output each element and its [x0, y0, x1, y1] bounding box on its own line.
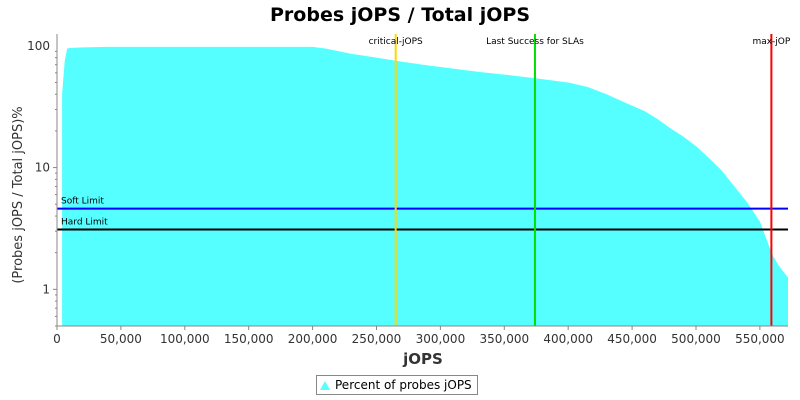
- x-tick-label: 50,000: [100, 332, 142, 346]
- x-tick-label: 450,000: [607, 332, 657, 346]
- x-tick-label: 400,000: [543, 332, 593, 346]
- y-tick-label: 100: [27, 39, 50, 53]
- x-tick-label: 0: [53, 332, 61, 346]
- x-tick-label: 250,000: [352, 332, 402, 346]
- x-tick-label: 350,000: [479, 332, 529, 346]
- x-tick-label: 550,000: [735, 332, 785, 346]
- hline-label-0: Soft Limit: [61, 197, 104, 207]
- vline-label-0: critical-jOPS: [369, 37, 423, 47]
- x-tick-label: 500,000: [671, 332, 721, 346]
- y-tick-label: 1: [42, 282, 50, 296]
- vline-label-1: Last Success for SLAs: [486, 37, 584, 47]
- x-axis-label: jOPS: [402, 350, 443, 368]
- chart-legend: Percent of probes jOPS: [316, 375, 478, 395]
- x-tick-label: 300,000: [416, 332, 466, 346]
- chart-title: Probes jOPS / Total jOPS: [270, 4, 530, 26]
- x-tick-label: 100,000: [160, 332, 210, 346]
- legend-swatch-icon: [320, 380, 330, 390]
- hline-label-1: Hard Limit: [61, 218, 108, 228]
- y-axis-label: (Probes jOPS / Total jOPS)%: [11, 106, 26, 283]
- plot-area: Soft Limit Hard Limit critical-jOPS Last Su…: [57, 34, 791, 327]
- y-tick-label: 10: [35, 161, 50, 175]
- x-tick-label: 150,000: [224, 332, 274, 346]
- x-tick-label: 200,000: [288, 332, 338, 346]
- legend-label: Percent of probes jOPS: [335, 378, 472, 392]
- vline-label-2: max-jOP: [752, 37, 790, 47]
- series-area-0: [62, 46, 789, 327]
- axes: 0 50,000 100,000 150,000 200,000 250,000 300,0…: [27, 34, 788, 346]
